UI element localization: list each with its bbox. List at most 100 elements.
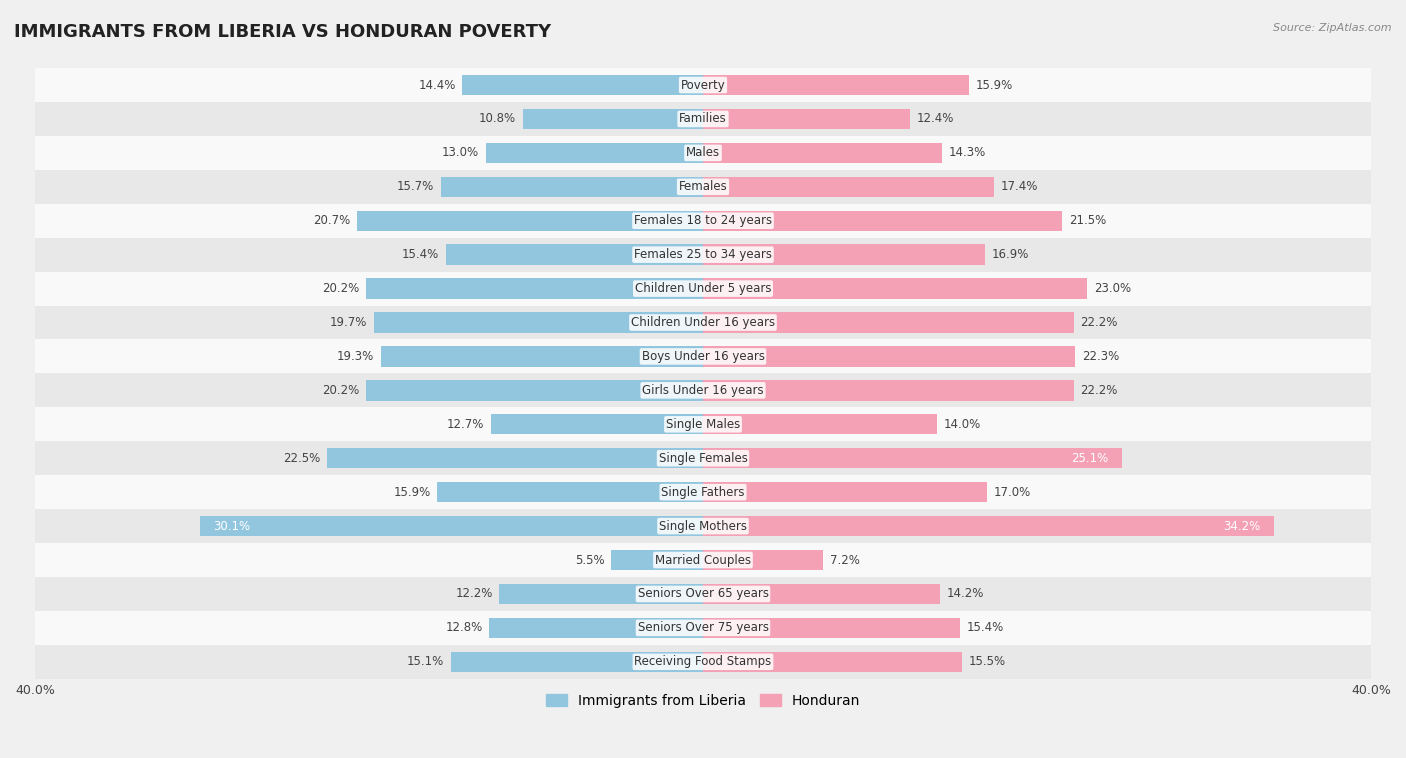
Text: 15.9%: 15.9% <box>394 486 430 499</box>
Text: 19.3%: 19.3% <box>336 350 374 363</box>
Text: 20.2%: 20.2% <box>322 384 359 397</box>
Text: 34.2%: 34.2% <box>1223 519 1261 533</box>
Bar <box>703 448 1122 468</box>
Bar <box>35 102 1371 136</box>
Bar <box>35 204 1371 238</box>
Legend: Immigrants from Liberia, Honduran: Immigrants from Liberia, Honduran <box>538 687 868 715</box>
Text: 14.3%: 14.3% <box>949 146 986 159</box>
Text: 12.4%: 12.4% <box>917 112 955 126</box>
Bar <box>437 482 703 503</box>
Text: Children Under 5 years: Children Under 5 years <box>634 282 772 295</box>
Text: Single Males: Single Males <box>666 418 740 431</box>
Text: 15.4%: 15.4% <box>967 622 1004 634</box>
Text: Receiving Food Stamps: Receiving Food Stamps <box>634 656 772 669</box>
Text: 15.7%: 15.7% <box>396 180 434 193</box>
Bar <box>366 381 703 400</box>
Text: 19.7%: 19.7% <box>330 316 367 329</box>
Text: 22.5%: 22.5% <box>283 452 321 465</box>
Bar <box>35 238 1371 271</box>
Text: 22.3%: 22.3% <box>1083 350 1119 363</box>
Text: Girls Under 16 years: Girls Under 16 years <box>643 384 763 397</box>
Bar <box>491 414 703 434</box>
Bar <box>35 645 1371 678</box>
Bar <box>703 381 1074 400</box>
Bar <box>451 652 703 672</box>
Text: 22.2%: 22.2% <box>1080 384 1118 397</box>
Text: Females 25 to 34 years: Females 25 to 34 years <box>634 248 772 262</box>
Text: 15.4%: 15.4% <box>402 248 439 262</box>
Bar <box>703 177 994 197</box>
Text: 20.2%: 20.2% <box>322 282 359 295</box>
Text: 12.2%: 12.2% <box>456 587 492 600</box>
Bar <box>35 136 1371 170</box>
Bar <box>374 312 703 333</box>
Bar <box>703 584 941 604</box>
Bar <box>703 550 824 570</box>
Text: Boys Under 16 years: Boys Under 16 years <box>641 350 765 363</box>
Bar <box>35 441 1371 475</box>
Bar <box>381 346 703 367</box>
Bar <box>35 611 1371 645</box>
Text: 12.7%: 12.7% <box>447 418 484 431</box>
Bar <box>703 414 936 434</box>
Bar <box>703 278 1087 299</box>
Bar <box>328 448 703 468</box>
Bar <box>35 577 1371 611</box>
Text: Source: ZipAtlas.com: Source: ZipAtlas.com <box>1274 23 1392 33</box>
Text: 23.0%: 23.0% <box>1094 282 1130 295</box>
Bar <box>703 618 960 638</box>
Text: Females: Females <box>679 180 727 193</box>
Text: 15.9%: 15.9% <box>976 79 1012 92</box>
Bar <box>35 68 1371 102</box>
Bar <box>35 305 1371 340</box>
Text: Poverty: Poverty <box>681 79 725 92</box>
Bar <box>703 109 910 129</box>
Text: 15.5%: 15.5% <box>969 656 1005 669</box>
Bar <box>35 340 1371 374</box>
Text: 14.2%: 14.2% <box>946 587 984 600</box>
Text: 7.2%: 7.2% <box>830 553 860 566</box>
Bar <box>35 170 1371 204</box>
Text: 20.7%: 20.7% <box>314 215 350 227</box>
Text: 14.4%: 14.4% <box>419 79 456 92</box>
Text: 14.0%: 14.0% <box>943 418 981 431</box>
Text: 25.1%: 25.1% <box>1071 452 1109 465</box>
Text: 16.9%: 16.9% <box>993 248 1029 262</box>
Bar <box>463 75 703 96</box>
Text: Seniors Over 75 years: Seniors Over 75 years <box>637 622 769 634</box>
Text: 21.5%: 21.5% <box>1069 215 1107 227</box>
Text: Children Under 16 years: Children Under 16 years <box>631 316 775 329</box>
Bar <box>499 584 703 604</box>
Bar <box>441 177 703 197</box>
Text: 5.5%: 5.5% <box>575 553 605 566</box>
Bar <box>489 618 703 638</box>
Bar <box>703 143 942 163</box>
Text: Single Females: Single Females <box>658 452 748 465</box>
Bar <box>703 211 1062 231</box>
Text: Single Fathers: Single Fathers <box>661 486 745 499</box>
Bar <box>35 543 1371 577</box>
Bar <box>612 550 703 570</box>
Text: 17.0%: 17.0% <box>994 486 1031 499</box>
Bar <box>703 312 1074 333</box>
Bar <box>35 407 1371 441</box>
Text: 30.1%: 30.1% <box>214 519 250 533</box>
Bar <box>523 109 703 129</box>
Bar <box>366 278 703 299</box>
Bar <box>703 75 969 96</box>
Bar <box>703 346 1076 367</box>
Text: 10.8%: 10.8% <box>479 112 516 126</box>
Bar <box>703 516 1274 536</box>
Text: 15.1%: 15.1% <box>406 656 444 669</box>
Bar <box>703 245 986 265</box>
Bar <box>200 516 703 536</box>
Bar <box>35 509 1371 543</box>
Text: Families: Families <box>679 112 727 126</box>
Text: Females 18 to 24 years: Females 18 to 24 years <box>634 215 772 227</box>
Text: 13.0%: 13.0% <box>441 146 479 159</box>
Text: Seniors Over 65 years: Seniors Over 65 years <box>637 587 769 600</box>
Bar <box>35 475 1371 509</box>
Bar <box>486 143 703 163</box>
Bar <box>703 652 962 672</box>
Text: 17.4%: 17.4% <box>1000 180 1038 193</box>
